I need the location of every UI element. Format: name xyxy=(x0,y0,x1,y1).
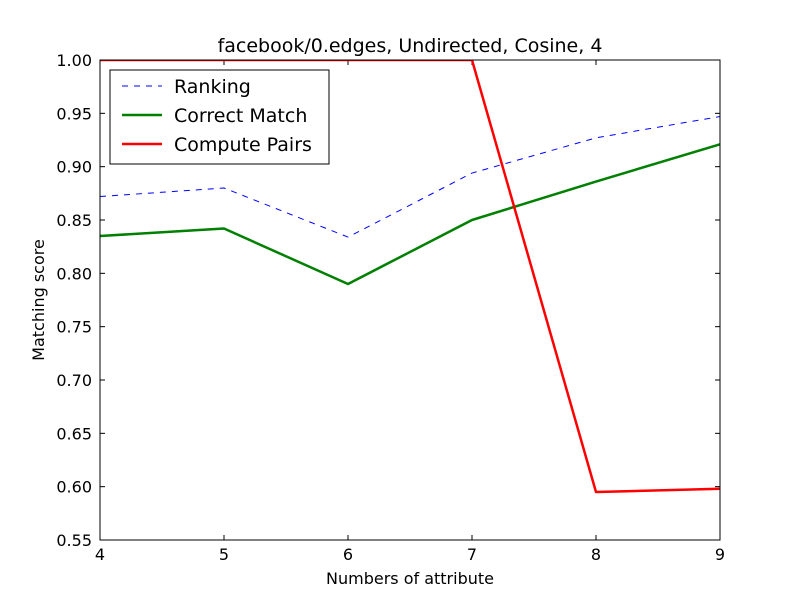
chart-title: facebook/0.edges, Undirected, Cosine, 4 xyxy=(218,35,603,57)
x-tick-label: 9 xyxy=(715,545,725,564)
y-tick-label: 0.75 xyxy=(56,318,92,337)
y-tick-label: 0.65 xyxy=(56,424,92,443)
y-tick-label: 0.90 xyxy=(56,158,92,177)
series-lines xyxy=(100,60,720,494)
y-axis-label: Matching score xyxy=(29,239,48,361)
y-tick-label: 1.00 xyxy=(56,51,92,70)
x-axis-label: Numbers of attribute xyxy=(326,569,494,588)
y-tick-label: 0.85 xyxy=(56,211,92,230)
legend-label-ranking: Ranking xyxy=(174,76,251,98)
x-tick-label: 8 xyxy=(591,545,601,564)
legend-label-correct-match: Correct Match xyxy=(174,105,307,127)
y-tick-label: 0.95 xyxy=(56,104,92,123)
y-tick-label: 0.70 xyxy=(56,371,92,390)
series-line-ranking xyxy=(100,116,720,238)
plot-area: 4 5 6 7 8 9 0.55 0.60 0.65 0.70 0.75 0.80 0.85 0.90 0.… xyxy=(56,51,725,564)
y-tick-label: 0.60 xyxy=(56,478,92,497)
series-line-compute-pairs xyxy=(100,60,720,494)
axes-frame xyxy=(99,59,721,541)
y-tick-label: 0.80 xyxy=(56,264,92,283)
x-tick-label: 4 xyxy=(95,545,105,564)
x-tick-label: 7 xyxy=(467,545,477,564)
axis-ticks: 4 5 6 7 8 9 0.55 0.60 0.65 0.70 0.75 0.80 0.85 0.90 0.… xyxy=(56,51,725,564)
x-tick-label: 6 xyxy=(343,545,353,564)
legend-label-compute-pairs: Compute Pairs xyxy=(174,134,312,156)
x-tick-label: 5 xyxy=(219,545,229,564)
series-line-correct-match xyxy=(100,143,720,286)
legend: Ranking Correct Match Compute Pairs xyxy=(109,69,330,165)
y-tick-label: 0.55 xyxy=(56,531,92,550)
